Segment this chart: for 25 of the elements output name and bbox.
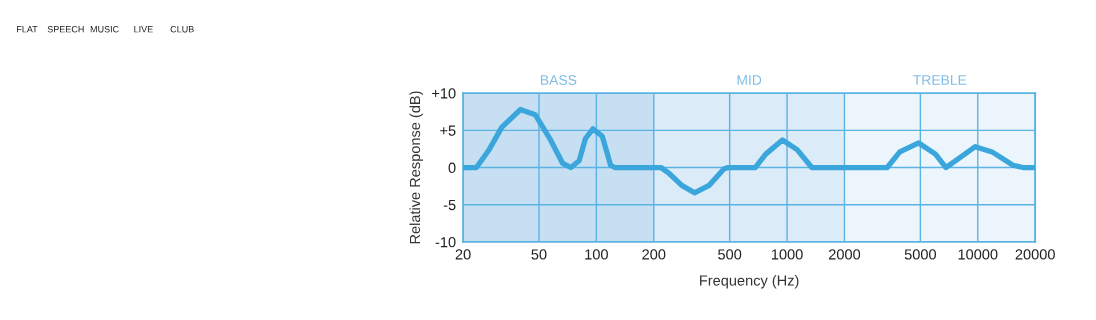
x-tick-label: 20000: [1015, 249, 1055, 260]
text: FLAT: [17, 26, 38, 33]
text: LIVE: [134, 26, 153, 33]
x-tick-label: 100: [585, 249, 608, 260]
x-tick-label: 2000: [828, 249, 861, 260]
band-label: BASS: [541, 75, 577, 85]
y-axis-title: Relative Response (dB): [409, 91, 424, 244]
x-tick-label: 200: [642, 249, 666, 260]
band-label: MID: [737, 75, 762, 85]
y-tick-label: -10: [435, 237, 456, 248]
y-tick-label: -5: [443, 199, 456, 211]
text: CLUB: [170, 26, 194, 33]
x-tick-label: 5000: [904, 249, 937, 260]
band-label: TREBLE: [913, 75, 967, 85]
y-tick-label: 0: [448, 162, 456, 173]
y-tick-label: +5: [440, 125, 456, 136]
x-axis-title: Frequency (Hz): [700, 274, 799, 289]
y-tick-label: +10: [432, 88, 456, 99]
text: SPEECH: [47, 26, 84, 33]
x-tick-label: 500: [718, 249, 742, 260]
x-tick-label: 20: [455, 249, 471, 260]
text: MUSIC: [90, 26, 119, 33]
x-tick-label: 1000: [771, 249, 803, 260]
x-tick-label: 50: [531, 249, 547, 260]
x-tick-label: 10000: [958, 249, 998, 260]
